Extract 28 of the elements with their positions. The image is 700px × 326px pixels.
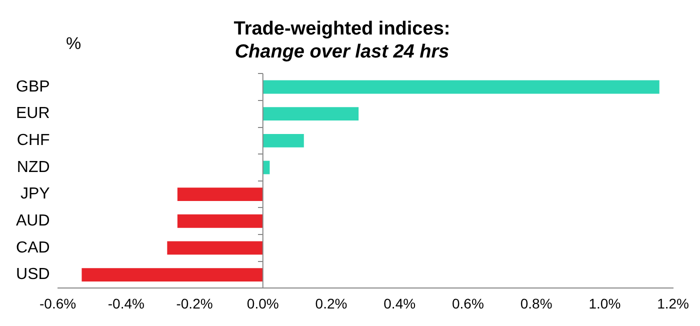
y-tick-label: USD xyxy=(16,266,50,284)
y-tick-label: JPY xyxy=(20,186,50,203)
y-tick-label: AUD xyxy=(16,212,50,230)
chart-subtitle: Change over last 24 hrs xyxy=(234,41,450,62)
bar xyxy=(262,134,304,148)
text: % xyxy=(66,34,82,54)
bar xyxy=(177,214,263,228)
x-tick-label: 0.0% xyxy=(246,295,279,312)
y-tick-label: EUR xyxy=(16,105,50,122)
y-tick-label: CAD xyxy=(16,239,50,256)
x-tick-label: 1.0% xyxy=(588,295,621,312)
x-tick-label: 0.2% xyxy=(315,295,348,312)
chart-title: Trade-weighted indices: xyxy=(234,18,450,40)
bar xyxy=(262,107,359,121)
y-tick-label: CHF xyxy=(16,132,50,150)
bar xyxy=(177,188,263,202)
x-tick-label: -0.2% xyxy=(176,295,213,312)
x-tick-label: 0.4% xyxy=(384,295,416,312)
x-tick-label: 0.8% xyxy=(520,295,552,312)
x-tick-label: -0.6% xyxy=(40,295,76,312)
x-tick-label: -0.4% xyxy=(108,295,144,312)
bar xyxy=(262,80,660,94)
bar xyxy=(167,241,263,255)
x-tick-label: 1.2% xyxy=(657,295,690,312)
x-tick-label: 0.6% xyxy=(452,295,484,312)
bar xyxy=(82,268,263,282)
y-tick-label: GBP xyxy=(16,78,50,96)
y-tick-label: NZD xyxy=(16,158,50,176)
